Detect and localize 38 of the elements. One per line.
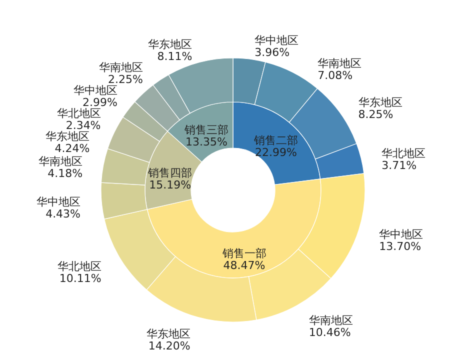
data-label: 22.99% bbox=[254, 146, 297, 160]
data-label: 3.71% bbox=[382, 159, 417, 172]
data-label: 2.25% bbox=[108, 72, 143, 86]
slice-label: 华北地区 bbox=[57, 260, 102, 274]
slice-label: 华东地区 bbox=[46, 130, 90, 143]
data-label: 4.18% bbox=[48, 167, 83, 180]
data-label: 10.11% bbox=[59, 272, 102, 286]
data-label: 8.11% bbox=[157, 50, 192, 63]
data-label: 14.20% bbox=[148, 340, 190, 353]
data-label: 10.46% bbox=[308, 326, 351, 340]
slice-label: 华中地区 bbox=[379, 228, 424, 241]
data-label: 15.19% bbox=[149, 178, 192, 192]
slice-label: 华中地区 bbox=[36, 195, 81, 208]
slice-label: 华东地区 bbox=[358, 96, 402, 110]
slice-label: 华中地区 bbox=[254, 34, 299, 48]
data-label: 8.25% bbox=[358, 108, 394, 122]
data-label: 7.08% bbox=[318, 69, 353, 82]
data-label: 13.35% bbox=[186, 136, 228, 149]
data-label: 3.96% bbox=[254, 46, 290, 60]
slice-label: 华南地区 bbox=[308, 314, 353, 328]
slice-label: 华中地区 bbox=[73, 84, 118, 97]
slice-label: 华北地区 bbox=[382, 147, 426, 160]
slice-label: 华南地区 bbox=[318, 57, 362, 70]
slice-label: 华东地区 bbox=[148, 38, 192, 51]
slice-label: 销售一部 bbox=[221, 247, 266, 260]
data-label: 4.43% bbox=[46, 207, 81, 220]
data-label: 4.24% bbox=[54, 142, 90, 155]
slice-label: 销售四部 bbox=[147, 166, 192, 180]
slice-label: 销售二部 bbox=[252, 134, 298, 148]
data-label: 2.99% bbox=[82, 96, 118, 109]
slice-label: 华南地区 bbox=[38, 155, 83, 168]
slice-label: 华南地区 bbox=[98, 60, 143, 74]
data-label: 13.70% bbox=[379, 240, 422, 253]
slice-label: 华北地区 bbox=[56, 106, 101, 120]
data-label: 48.47% bbox=[223, 259, 266, 272]
data-label: 2.34% bbox=[66, 118, 101, 132]
slice-label: 华东地区 bbox=[146, 328, 190, 341]
slice-label: 销售三部 bbox=[184, 124, 229, 137]
